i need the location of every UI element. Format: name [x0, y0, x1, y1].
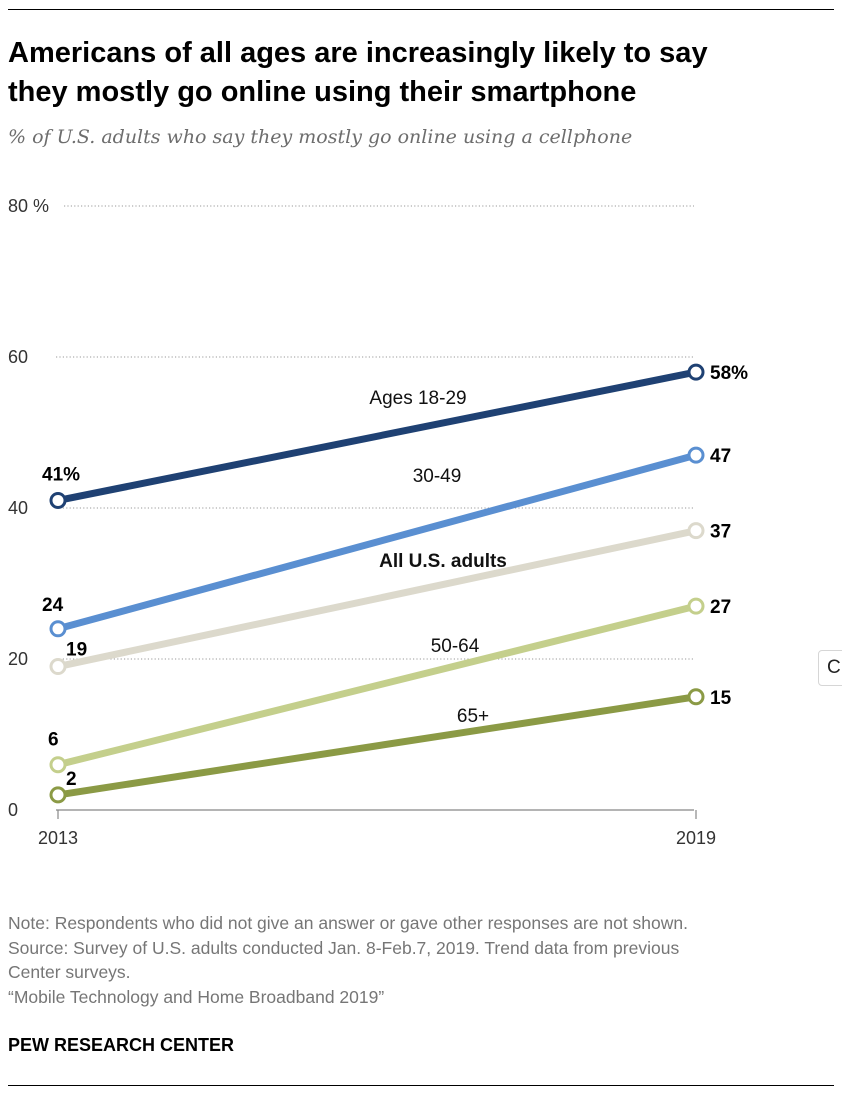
data-label: 2: [66, 769, 77, 790]
series-name-label: All U.S. adults: [379, 551, 507, 572]
data-label: 47: [710, 446, 731, 467]
series-line: [54, 368, 700, 504]
series-line: [54, 602, 700, 769]
data-label: 58%: [710, 363, 748, 384]
data-point: [687, 446, 705, 464]
data-label: 15: [710, 688, 732, 709]
bottom-rule: [8, 1085, 834, 1086]
data-point: [687, 522, 705, 540]
data-point: [49, 658, 67, 676]
chart-notes: Note: Respondents who did not give an an…: [8, 911, 828, 1009]
data-label: 24: [42, 595, 64, 616]
series-name-label: 30-49: [413, 466, 462, 487]
y-tick-label: 20: [8, 649, 28, 669]
source-text-line-2: Center surveys.: [8, 962, 131, 982]
y-tick-label: 80 %: [8, 196, 49, 216]
chart-subtitle: % of U.S. adults who say they mostly go …: [8, 126, 633, 148]
series-line: [54, 451, 700, 633]
title-line-2: they mostly go online using their smartp…: [8, 76, 637, 108]
data-point: [687, 597, 705, 615]
data-label: 6: [48, 730, 59, 751]
pew-research-center-logo: PEW RESEARCH CENTER: [8, 1035, 235, 1055]
x-tick-label: 2013: [38, 828, 78, 848]
y-tick-label: 60: [8, 347, 28, 367]
data-point: [49, 620, 67, 638]
title-line-1: Americans of all ages are increasingly l…: [8, 37, 708, 69]
line-chart: 0 20 40 60 80 % 2013 2019 41% 58% 24 47 19 37 6 27 2 15 A…: [8, 196, 748, 848]
chart-title: Americans of all ages are increasingly l…: [8, 34, 808, 112]
x-tick-label: 2019: [676, 828, 716, 848]
y-tick-label: 40: [8, 498, 28, 518]
report-title: “Mobile Technology and Home Broadband 20…: [8, 986, 385, 1007]
side-button[interactable]: C: [818, 650, 842, 686]
series-line: [54, 693, 700, 799]
top-rule: [8, 9, 834, 10]
note-text: Note: Respondents who did not give an an…: [8, 913, 688, 933]
series-line: [54, 527, 700, 671]
series-name-label: Ages 18-29: [369, 388, 466, 409]
data-label: 37: [710, 522, 731, 543]
series-name-label: 65+: [457, 706, 489, 727]
y-tick-label: 0: [8, 800, 18, 820]
data-label: 41%: [42, 464, 80, 485]
series-name-label: 50-64: [431, 636, 480, 657]
data-point: [687, 688, 705, 706]
data-label: 19: [66, 640, 87, 661]
data-label: 27: [710, 597, 731, 618]
data-point: [687, 363, 705, 381]
data-point: [49, 491, 67, 509]
data-point: [49, 786, 67, 804]
data-point: [49, 756, 67, 774]
source-text-line-1: Source: Survey of U.S. adults conducted …: [8, 937, 680, 958]
